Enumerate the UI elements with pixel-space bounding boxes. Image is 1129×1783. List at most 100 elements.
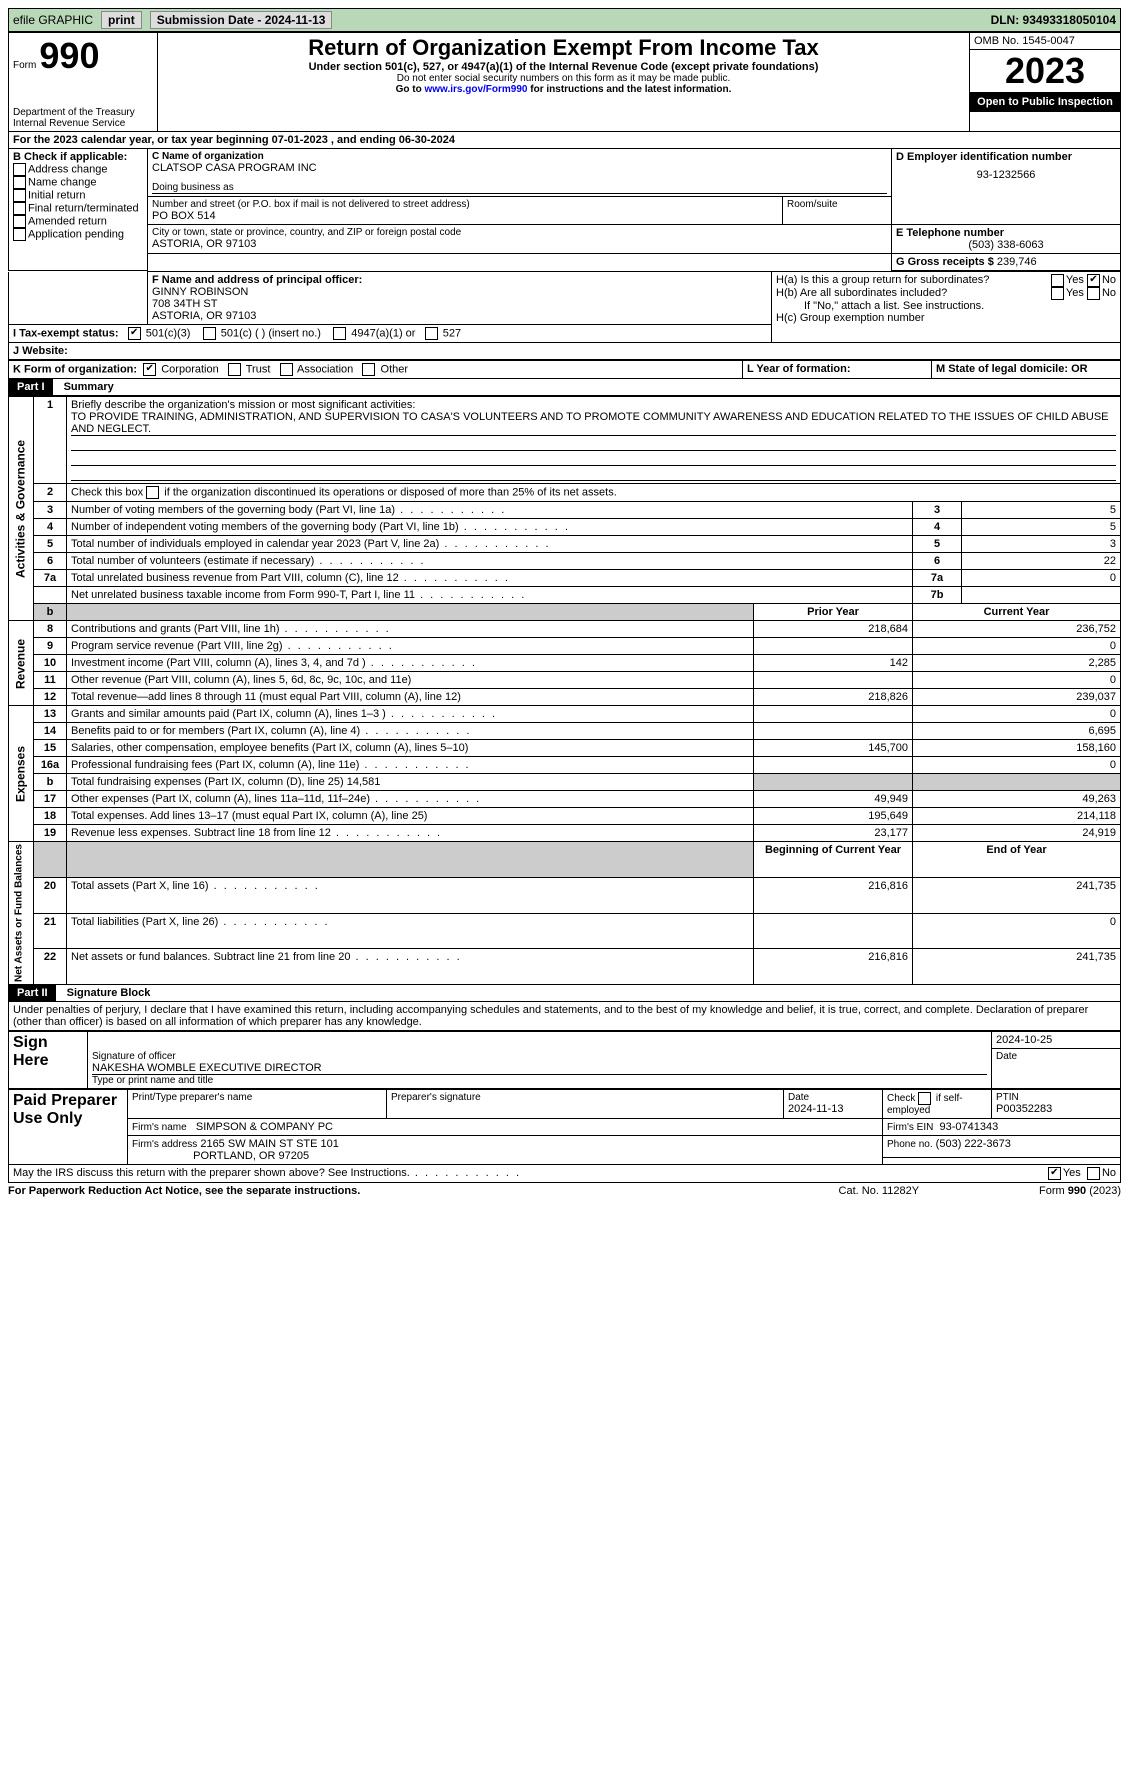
line2-check[interactable] xyxy=(146,486,159,499)
status-501c3[interactable] xyxy=(128,327,141,340)
prior-year-header: Prior Year xyxy=(754,604,913,621)
section-net: Net Assets or Fund Balances xyxy=(9,842,34,985)
klm-block: K Form of organization: Corporation Trus… xyxy=(8,360,1121,379)
ha-yes[interactable] xyxy=(1051,274,1064,287)
hb-label: H(b) Are all subordinates included? xyxy=(776,287,1051,300)
room-label: Room/suite xyxy=(787,199,887,210)
line1-label: Briefly describe the organization's miss… xyxy=(71,399,415,411)
ssn-note: Do not enter social security numbers on … xyxy=(162,73,965,84)
sign-date: 2024-10-25 xyxy=(992,1032,1121,1049)
hb-note: If "No," attach a list. See instructions… xyxy=(776,300,1116,312)
org-corp[interactable] xyxy=(143,363,156,376)
hb-yes[interactable] xyxy=(1051,287,1064,300)
perjury-text: Under penalties of perjury, I declare th… xyxy=(8,1002,1121,1031)
street-value: PO BOX 514 xyxy=(152,210,778,222)
ein-value: 93-1232566 xyxy=(896,169,1116,181)
phone-label: E Telephone number xyxy=(896,227,1116,239)
hc-label: H(c) Group exemption number xyxy=(776,312,1116,324)
check-address: Address change xyxy=(13,163,143,176)
tax-status-label: I Tax-exempt status: xyxy=(13,327,119,339)
officer-addr2: ASTORIA, OR 97103 xyxy=(152,310,767,322)
officer-name: GINNY ROBINSON xyxy=(152,286,767,298)
part2-title: Signature Block xyxy=(59,987,151,999)
gross-label: G Gross receipts $ xyxy=(896,256,994,268)
section-revenue: Revenue xyxy=(9,621,34,706)
dln-label: DLN: 93493318050104 xyxy=(991,13,1116,27)
top-bar: efile GRAPHIC print Submission Date - 20… xyxy=(8,8,1121,32)
form-title: Return of Organization Exempt From Incom… xyxy=(162,35,965,61)
paid-preparer-label: Paid Preparer Use Only xyxy=(9,1089,128,1164)
inspection-label: Open to Public Inspection xyxy=(970,92,1120,112)
form-footer: Form 990 (2023) xyxy=(1039,1185,1121,1197)
website-label: J Website: xyxy=(13,345,68,357)
ha-no[interactable] xyxy=(1087,274,1100,287)
city-label: City or town, state or province, country… xyxy=(152,227,887,238)
form-header: Form 990 Department of the Treasury Inte… xyxy=(8,32,1121,132)
check-amended: Amended return xyxy=(13,215,143,228)
name-label: C Name of organization xyxy=(152,151,887,162)
self-employed-check[interactable] xyxy=(918,1092,931,1105)
check-name: Name change xyxy=(13,176,143,189)
tax-year: 2023 xyxy=(970,50,1120,92)
officer-label: F Name and address of principal officer: xyxy=(152,274,767,286)
box-b-label: B Check if applicable: xyxy=(13,151,143,163)
sign-here-label: Sign Here xyxy=(9,1032,88,1089)
status-527[interactable] xyxy=(425,327,438,340)
discuss-yes[interactable] xyxy=(1048,1167,1061,1180)
date-label: Date xyxy=(996,1051,1116,1062)
org-name: CLATSOP CASA PROGRAM INC xyxy=(152,162,887,174)
part1-table: Activities & Governance 1 Briefly descri… xyxy=(8,396,1121,985)
org-trust[interactable] xyxy=(228,363,241,376)
check-final: Final return/terminated xyxy=(13,202,143,215)
line3-text: Number of voting members of the governin… xyxy=(67,502,913,519)
ha-label: H(a) Is this a group return for subordin… xyxy=(776,274,1051,287)
current-year-header: Current Year xyxy=(913,604,1121,621)
type-title-label: Type or print name and title xyxy=(92,1075,987,1086)
form-subtitle: Under section 501(c), 527, or 4947(a)(1)… xyxy=(162,61,965,73)
section-governance: Activities & Governance xyxy=(9,397,34,621)
omb-number: OMB No. 1545-0047 xyxy=(970,33,1120,50)
goto-prefix: Go to xyxy=(396,84,425,95)
part1-title: Summary xyxy=(56,381,114,393)
state-domicile: M State of legal domicile: OR xyxy=(936,363,1088,375)
city-value: ASTORIA, OR 97103 xyxy=(152,238,887,250)
discuss-label: May the IRS discuss this return with the… xyxy=(13,1167,1048,1180)
check-pending: Application pending xyxy=(13,228,143,241)
part1-header: Part I xyxy=(9,379,53,395)
goto-link[interactable]: www.irs.gov/Form990 xyxy=(424,84,527,95)
status-4947[interactable] xyxy=(333,327,346,340)
hb-no[interactable] xyxy=(1087,287,1100,300)
officer-sig-name: NAKESHA WOMBLE EXECUTIVE DIRECTOR xyxy=(92,1062,987,1075)
year-formation: L Year of formation: xyxy=(747,363,851,375)
dba-label: Doing business as xyxy=(152,182,887,194)
discuss-no[interactable] xyxy=(1087,1167,1100,1180)
part2-header: Part II xyxy=(9,985,56,1001)
phone-value: (503) 338-6063 xyxy=(896,239,1116,251)
pra-notice: For Paperwork Reduction Act Notice, see … xyxy=(8,1185,360,1197)
status-501c[interactable] xyxy=(203,327,216,340)
street-label: Number and street (or P.O. box if mail i… xyxy=(152,199,778,210)
dept-label: Department of the Treasury Internal Reve… xyxy=(13,107,153,129)
efile-label: efile GRAPHIC xyxy=(13,13,93,27)
preparer-block: Paid Preparer Use Only Print/Type prepar… xyxy=(8,1089,1121,1165)
end-year-header: End of Year xyxy=(913,842,1121,878)
line-a: For the 2023 calendar year, or tax year … xyxy=(8,132,1121,148)
cat-no: Cat. No. 11282Y xyxy=(839,1185,920,1197)
goto-suffix: for instructions and the latest informat… xyxy=(530,84,731,95)
org-other[interactable] xyxy=(362,363,375,376)
officer-addr1: 708 34TH ST xyxy=(152,298,767,310)
entity-block: B Check if applicable: Address change Na… xyxy=(8,148,1121,271)
begin-year-header: Beginning of Current Year xyxy=(754,842,913,878)
form-org-label: K Form of organization: xyxy=(13,363,137,375)
check-initial: Initial return xyxy=(13,189,143,202)
ein-label: D Employer identification number xyxy=(896,151,1116,163)
org-assoc[interactable] xyxy=(280,363,293,376)
section-expenses: Expenses xyxy=(9,706,34,842)
form-label: Form xyxy=(13,60,36,71)
signature-block: Sign Here 2024-10-25 Signature of office… xyxy=(8,1031,1121,1089)
submission-date: Submission Date - 2024-11-13 xyxy=(150,11,333,29)
print-button[interactable]: print xyxy=(101,11,142,29)
line1-text: TO PROVIDE TRAINING, ADMINISTRATION, AND… xyxy=(71,411,1116,436)
officer-block: F Name and address of principal officer:… xyxy=(8,271,1121,360)
gross-value: 239,746 xyxy=(997,256,1037,268)
